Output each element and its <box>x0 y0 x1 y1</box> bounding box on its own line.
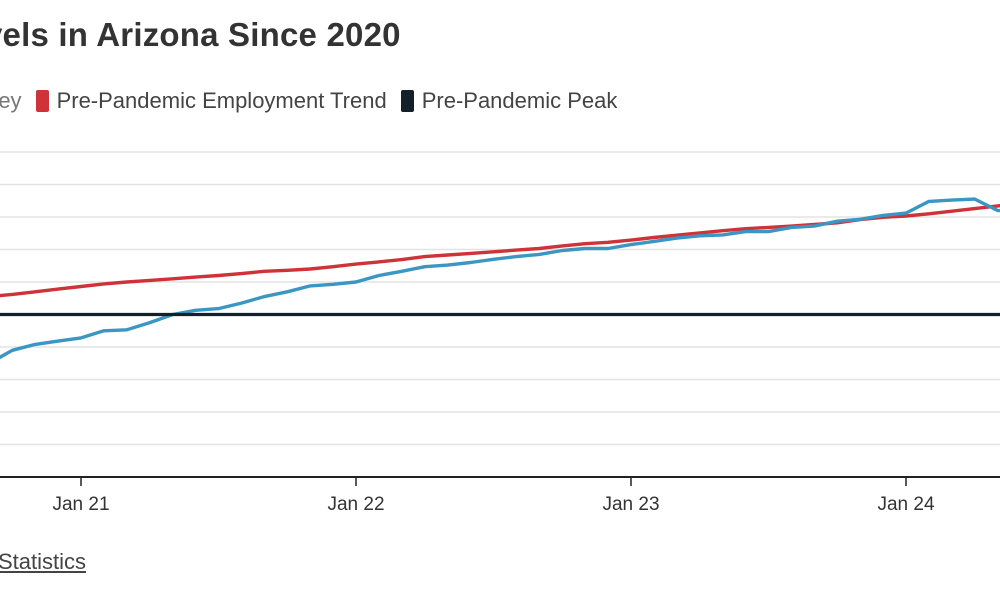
series-lines <box>0 197 1000 360</box>
x-axis: Jan 21 Jan 22 Jan 23 Jan 24 <box>0 476 1000 515</box>
x-tick-label: Jan 22 <box>327 494 384 515</box>
chart-title: vels in Arizona Since 2020 <box>0 16 401 53</box>
x-tick-label: Jan 21 <box>52 494 109 515</box>
legend-swatch-peak <box>400 90 414 112</box>
legend-label-survey: rvey <box>0 88 22 113</box>
source-link[interactable]: Statistics <box>0 549 87 574</box>
legend-item-survey[interactable]: rvey <box>0 88 36 114</box>
legend-item-peak[interactable]: Pre-Pandemic Peak <box>400 88 632 114</box>
series-line-0 <box>0 203 1000 298</box>
legend-label-trend: Pre-Pandemic Employment Trend <box>56 88 387 113</box>
legend-swatch-trend <box>35 90 49 112</box>
x-tick-label: Jan 23 <box>602 494 659 515</box>
chart-legend: rvey Pre-Pandemic Employment Trend Pre-P… <box>0 88 631 114</box>
x-tick-label: Jan 24 <box>877 494 934 515</box>
legend-item-trend[interactable]: Pre-Pandemic Employment Trend <box>35 88 401 114</box>
legend-label-peak: Pre-Pandemic Peak <box>421 88 618 113</box>
gridlines <box>0 151 1000 446</box>
